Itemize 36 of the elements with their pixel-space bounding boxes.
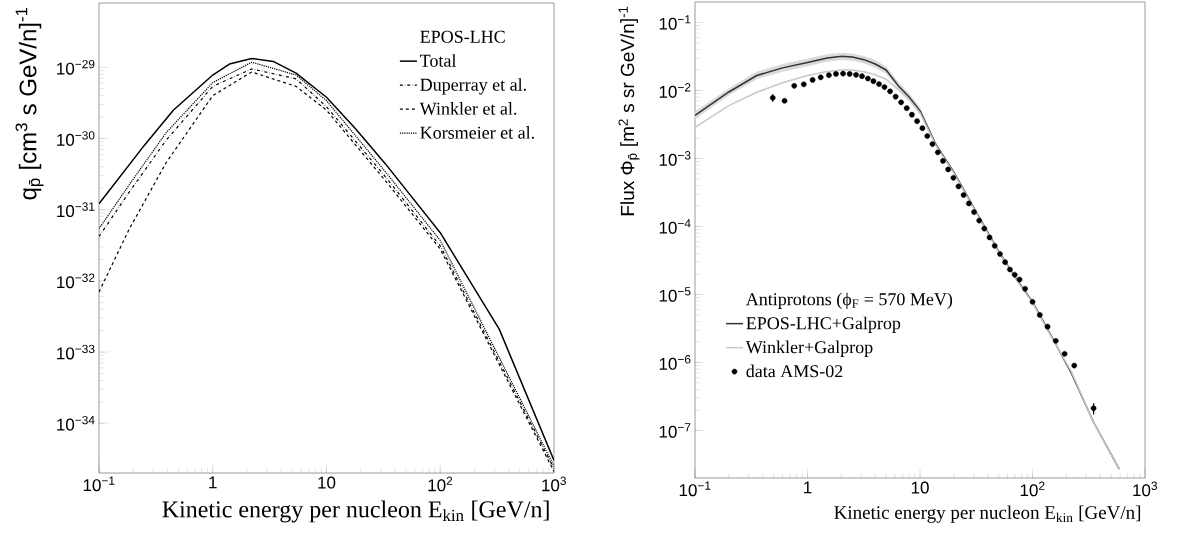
x-tick-label: 10$^{3}$ (1133, 481, 1158, 497)
x-axis-title: Kinetic energy per nucleon E$_{kin}$ [GeV/n] (834, 505, 1141, 523)
y-tick-label: 10$^{−33}$ (57, 344, 95, 360)
y-tick-label: 10$^{−32}$ (57, 273, 95, 289)
y-axis-title: Flux Φ$_{p̄}$ [m$^{2}$ s sr GeV/n]$^{-1}$ (618, 6, 640, 216)
y-tick-label: 10$^{−2}$ (659, 83, 691, 98)
x-tick-label: 10 (911, 481, 929, 494)
y-tick-label: 10$^{−5}$ (659, 287, 691, 302)
x-tick-label: 10 (318, 476, 336, 489)
x-tick-label: 10$^{2}$ (428, 476, 453, 492)
legend-label: Total (420, 54, 457, 67)
legend-label: data AMS-02 (746, 364, 843, 378)
y-tick-label: 10$^{−3}$ (659, 151, 691, 166)
y-tick-label: 10$^{−1}$ (659, 15, 691, 30)
legend-label: Korsmeier et al. (420, 126, 534, 139)
y-tick-label: 10$^{−4}$ (659, 219, 691, 234)
x-tick-label: 10$^{−1}$ (679, 481, 711, 497)
y-tick-label: 10$^{−6}$ (659, 355, 691, 370)
legend-label: Duperray et al. (420, 78, 526, 95)
x-tick-label: 10$^{−1}$ (83, 476, 115, 492)
x-tick-label: 10$^{3}$ (542, 476, 566, 492)
legend-label: EPOS-LHC+Galprop (746, 316, 901, 333)
y-tick-label: 10$^{−34}$ (57, 415, 95, 431)
x-tick-label: 1 (804, 481, 812, 494)
x-tick-label: 10$^{2}$ (1020, 481, 1045, 497)
x-axis-title: Kinetic energy per nucleon E$_{kin}$ [GeV/n] (162, 500, 549, 523)
y-tick-label: 10$^{−7}$ (659, 423, 691, 438)
y-tick-label: 10$^{−31}$ (57, 202, 95, 218)
y-tick-label: 10$^{−29}$ (57, 59, 95, 75)
y-tick-label: 10$^{−30}$ (57, 131, 95, 146)
legend-label: Winkler+Galprop (745, 340, 873, 357)
legend-label: Winkler et al. (419, 102, 517, 115)
legend-title: EPOS-LHC (420, 30, 505, 43)
legend-title: Antiprotons (ϕ$_{F}$ = 570 MeV) (745, 292, 953, 309)
x-tick-label: 1 (209, 476, 217, 489)
y-axis-title: q$_{p̄}$ [cm$^{3}$ s GeV/n]$^{-1}$ (15, 7, 44, 200)
